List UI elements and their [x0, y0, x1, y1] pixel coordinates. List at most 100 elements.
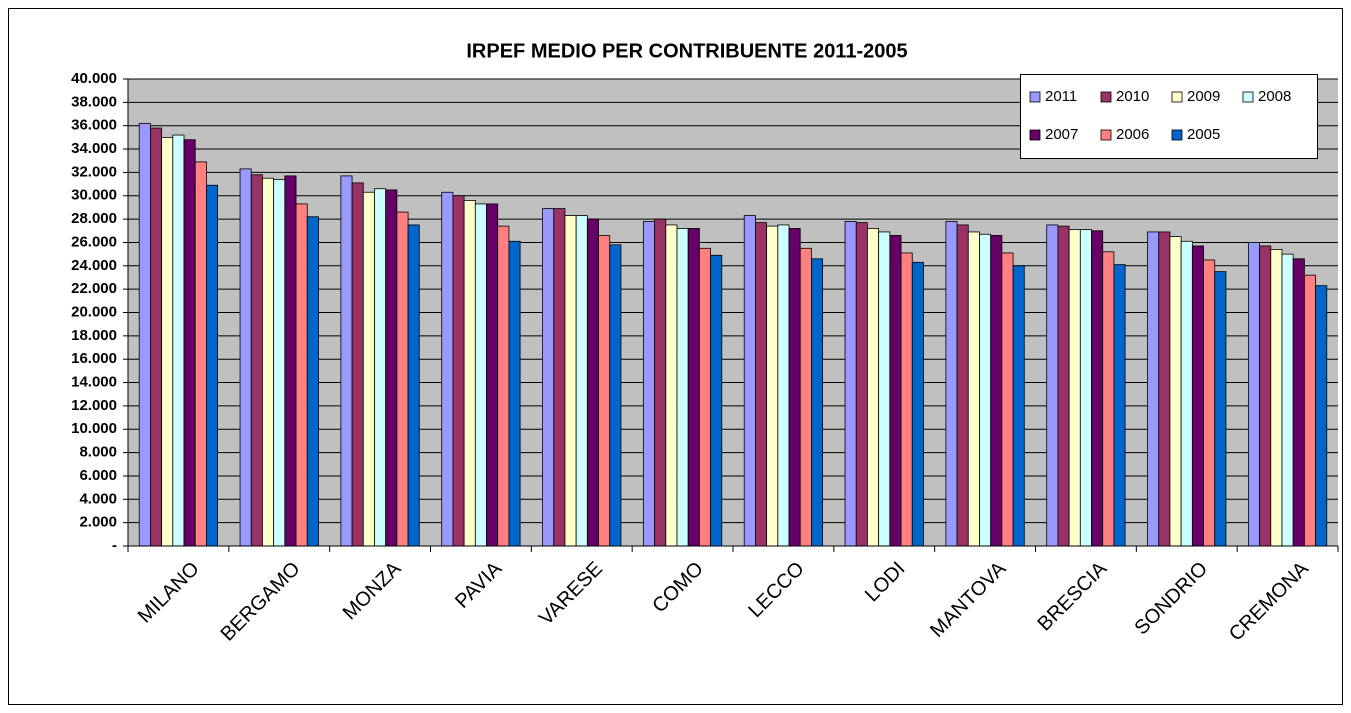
- bar: [1147, 231, 1160, 547]
- legend-label: 2008: [1258, 88, 1291, 105]
- bar: [1214, 271, 1227, 547]
- bar: [911, 261, 924, 547]
- bar: [1057, 225, 1070, 547]
- bar: [799, 247, 812, 547]
- bar: [508, 240, 521, 547]
- bar: [474, 203, 487, 547]
- y-tick-label: 20.000: [71, 303, 117, 320]
- bar: [161, 136, 174, 547]
- bar: [1191, 245, 1204, 547]
- bar: [396, 211, 409, 547]
- bar: [463, 200, 476, 547]
- bar: [990, 235, 1003, 547]
- bar: [497, 225, 510, 547]
- y-tick-label: 8.000: [79, 444, 117, 461]
- bar: [351, 182, 364, 547]
- bar: [1303, 274, 1316, 547]
- bar: [1079, 229, 1092, 547]
- bar: [138, 122, 151, 547]
- legend-label: 2005: [1187, 126, 1220, 143]
- bar: [743, 215, 756, 547]
- legend-label: 2006: [1116, 126, 1149, 143]
- bar: [1270, 249, 1283, 547]
- y-tick-label: 34.000: [71, 140, 117, 157]
- bar: [239, 168, 252, 547]
- bar: [1091, 230, 1104, 547]
- y-tick-label: 14.000: [71, 374, 117, 391]
- bar: [385, 189, 398, 547]
- legend-swatch: [1100, 129, 1112, 141]
- bar: [855, 222, 868, 547]
- legend-swatch: [1100, 91, 1112, 103]
- y-tick-label: 12.000: [71, 397, 117, 414]
- bar: [654, 218, 667, 547]
- bar: [1001, 252, 1014, 547]
- bar: [1180, 240, 1193, 547]
- bar: [1259, 245, 1272, 547]
- bar: [586, 218, 599, 547]
- legend-swatch: [1171, 129, 1183, 141]
- bar: [945, 221, 958, 547]
- bar: [878, 231, 891, 547]
- bar: [811, 258, 824, 547]
- y-tick-label: 40.000: [71, 70, 117, 87]
- bar: [766, 225, 779, 547]
- bar: [777, 224, 790, 547]
- bar: [542, 208, 555, 547]
- y-tick-label: -: [112, 537, 117, 554]
- bar: [1292, 258, 1305, 547]
- bar: [698, 247, 711, 547]
- bar: [362, 191, 375, 547]
- bar: [452, 195, 465, 547]
- bar: [1169, 236, 1182, 547]
- bar: [1113, 264, 1126, 547]
- bar: [979, 233, 992, 547]
- bar: [284, 175, 297, 547]
- bar: [206, 184, 219, 547]
- bar: [1247, 242, 1260, 547]
- y-tick-label: 28.000: [71, 210, 117, 227]
- bar: [1281, 253, 1294, 547]
- legend-label: 2007: [1045, 126, 1078, 143]
- bar: [1315, 285, 1328, 547]
- bar: [1068, 229, 1081, 547]
- bar: [441, 191, 454, 547]
- bar: [598, 235, 611, 547]
- bar: [665, 224, 678, 547]
- bar: [150, 127, 163, 547]
- bar: [262, 177, 275, 547]
- y-tick-label: 18.000: [71, 327, 117, 344]
- y-tick-label: 6.000: [79, 467, 117, 484]
- bar: [407, 224, 420, 547]
- bar: [1012, 265, 1025, 547]
- bar: [250, 174, 263, 547]
- bar: [194, 161, 207, 547]
- y-tick-label: 22.000: [71, 280, 117, 297]
- bar: [755, 222, 768, 547]
- bar: [956, 224, 969, 547]
- y-tick-label: 32.000: [71, 163, 117, 180]
- bar: [340, 175, 353, 547]
- y-tick-label: 2.000: [79, 514, 117, 531]
- y-tick-label: 30.000: [71, 187, 117, 204]
- chart-title: IRPEF MEDIO PER CONTRIBUENTE 2011-2005: [466, 40, 907, 62]
- y-tick-label: 4.000: [79, 490, 117, 507]
- y-tick-label: 24.000: [71, 257, 117, 274]
- bar: [172, 134, 185, 547]
- bar: [710, 254, 723, 547]
- bar: [183, 139, 196, 547]
- bar: [889, 235, 902, 547]
- y-tick-label: 36.000: [71, 117, 117, 134]
- y-tick-label: 38.000: [71, 93, 117, 110]
- bar: [374, 188, 387, 547]
- bar: [1158, 231, 1171, 547]
- legend-swatch: [1029, 91, 1041, 103]
- legend-label: 2009: [1187, 88, 1220, 105]
- y-tick-label: 10.000: [71, 420, 117, 437]
- bar: [575, 215, 588, 547]
- bar: [295, 203, 308, 547]
- bar: [788, 228, 801, 547]
- bar: [844, 221, 857, 547]
- bar: [642, 221, 655, 547]
- bar: [1102, 251, 1115, 547]
